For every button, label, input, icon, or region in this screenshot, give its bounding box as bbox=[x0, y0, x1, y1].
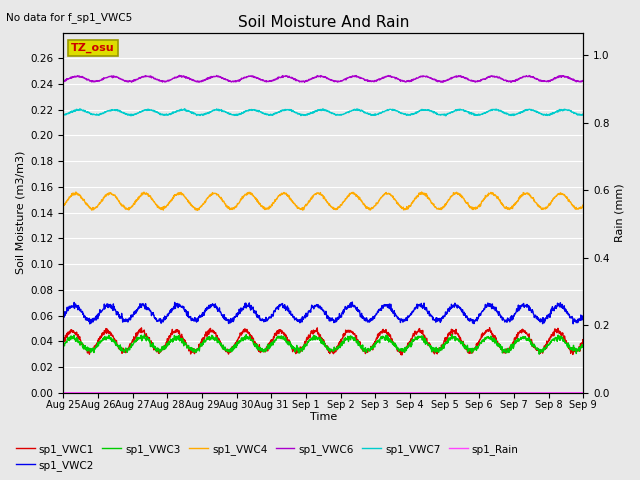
sp1_VWC2 bbox=[122, 319, 129, 324]
sp1_VWC2 bbox=[356, 311, 364, 317]
sp1_VWC6 bbox=[301, 79, 308, 85]
Title: Soil Moisture And Rain: Soil Moisture And Rain bbox=[237, 15, 409, 30]
sp1_Rain bbox=[300, 390, 308, 396]
Line: sp1_VWC4: sp1_VWC4 bbox=[63, 192, 583, 210]
sp1_VWC7 bbox=[60, 111, 67, 117]
Text: TZ_osu: TZ_osu bbox=[71, 43, 115, 53]
sp1_VWC6 bbox=[579, 78, 587, 84]
sp1_VWC1 bbox=[579, 340, 587, 346]
sp1_VWC6 bbox=[356, 74, 364, 80]
sp1_VWC7 bbox=[356, 107, 364, 113]
sp1_VWC2 bbox=[60, 313, 67, 319]
Line: sp1_VWC7: sp1_VWC7 bbox=[63, 109, 583, 116]
sp1_VWC3 bbox=[280, 336, 288, 342]
Line: sp1_VWC2: sp1_VWC2 bbox=[63, 302, 583, 324]
Line: sp1_VWC3: sp1_VWC3 bbox=[63, 335, 583, 354]
X-axis label: Time: Time bbox=[310, 412, 337, 422]
sp1_VWC4 bbox=[194, 207, 202, 213]
sp1_VWC1 bbox=[355, 339, 363, 345]
Y-axis label: Soil Moisture (m3/m3): Soil Moisture (m3/m3) bbox=[15, 151, 25, 275]
sp1_VWC2 bbox=[280, 305, 288, 311]
Y-axis label: Rain (mm): Rain (mm) bbox=[615, 183, 625, 242]
sp1_VWC4 bbox=[121, 205, 129, 211]
sp1_Rain bbox=[60, 390, 67, 396]
sp1_VWC7 bbox=[121, 110, 129, 116]
sp1_VWC2 bbox=[579, 313, 587, 319]
sp1_VWC3 bbox=[535, 351, 543, 357]
sp1_VWC4 bbox=[579, 204, 587, 209]
sp1_VWC2 bbox=[348, 299, 356, 305]
sp1_VWC1 bbox=[60, 336, 67, 342]
sp1_Rain bbox=[121, 390, 129, 396]
sp1_VWC6 bbox=[121, 78, 129, 84]
sp1_VWC7 bbox=[181, 106, 189, 112]
sp1_VWC3 bbox=[301, 341, 308, 347]
sp1_VWC6 bbox=[100, 75, 108, 81]
sp1_VWC1 bbox=[280, 332, 288, 337]
sp1_VWC2 bbox=[291, 316, 299, 322]
sp1_VWC3 bbox=[141, 332, 148, 337]
sp1_VWC1 bbox=[300, 342, 308, 348]
sp1_Rain bbox=[280, 390, 288, 396]
sp1_VWC6 bbox=[291, 76, 299, 82]
sp1_VWC7 bbox=[100, 110, 108, 116]
Line: sp1_VWC6: sp1_VWC6 bbox=[63, 75, 583, 82]
sp1_VWC6 bbox=[60, 78, 67, 84]
sp1_VWC3 bbox=[121, 348, 129, 353]
sp1_VWC1 bbox=[486, 325, 493, 331]
sp1_VWC6 bbox=[301, 79, 308, 84]
sp1_VWC4 bbox=[301, 204, 308, 210]
sp1_Rain bbox=[579, 390, 587, 396]
sp1_VWC3 bbox=[60, 339, 67, 345]
sp1_VWC4 bbox=[418, 189, 426, 195]
sp1_VWC7 bbox=[442, 113, 450, 119]
sp1_VWC4 bbox=[291, 202, 299, 207]
sp1_VWC2 bbox=[100, 306, 108, 312]
sp1_VWC4 bbox=[280, 191, 288, 197]
sp1_VWC3 bbox=[100, 335, 108, 341]
sp1_VWC4 bbox=[100, 194, 108, 200]
sp1_Rain bbox=[355, 390, 363, 396]
sp1_VWC1 bbox=[100, 330, 108, 336]
sp1_Rain bbox=[100, 390, 108, 396]
sp1_VWC7 bbox=[280, 108, 288, 113]
sp1_VWC1 bbox=[121, 349, 129, 355]
sp1_VWC7 bbox=[291, 109, 299, 115]
sp1_VWC4 bbox=[60, 203, 67, 208]
sp1_VWC1 bbox=[291, 346, 298, 352]
sp1_VWC3 bbox=[291, 349, 299, 355]
sp1_Rain bbox=[291, 390, 298, 396]
sp1_VWC3 bbox=[356, 342, 364, 348]
sp1_VWC6 bbox=[176, 72, 184, 78]
Text: No data for f_sp1_VWC5: No data for f_sp1_VWC5 bbox=[6, 12, 132, 23]
sp1_VWC7 bbox=[579, 112, 587, 118]
sp1_VWC2 bbox=[86, 321, 93, 327]
sp1_VWC1 bbox=[398, 352, 406, 358]
sp1_VWC4 bbox=[356, 194, 364, 200]
sp1_VWC2 bbox=[301, 314, 308, 320]
sp1_VWC3 bbox=[579, 343, 587, 349]
sp1_VWC6 bbox=[280, 73, 288, 79]
sp1_VWC7 bbox=[301, 112, 308, 118]
Line: sp1_VWC1: sp1_VWC1 bbox=[63, 328, 583, 355]
Legend: sp1_VWC1, sp1_VWC2, sp1_VWC3, sp1_VWC4, sp1_VWC6, sp1_VWC7, sp1_Rain: sp1_VWC1, sp1_VWC2, sp1_VWC3, sp1_VWC4, … bbox=[12, 439, 523, 475]
